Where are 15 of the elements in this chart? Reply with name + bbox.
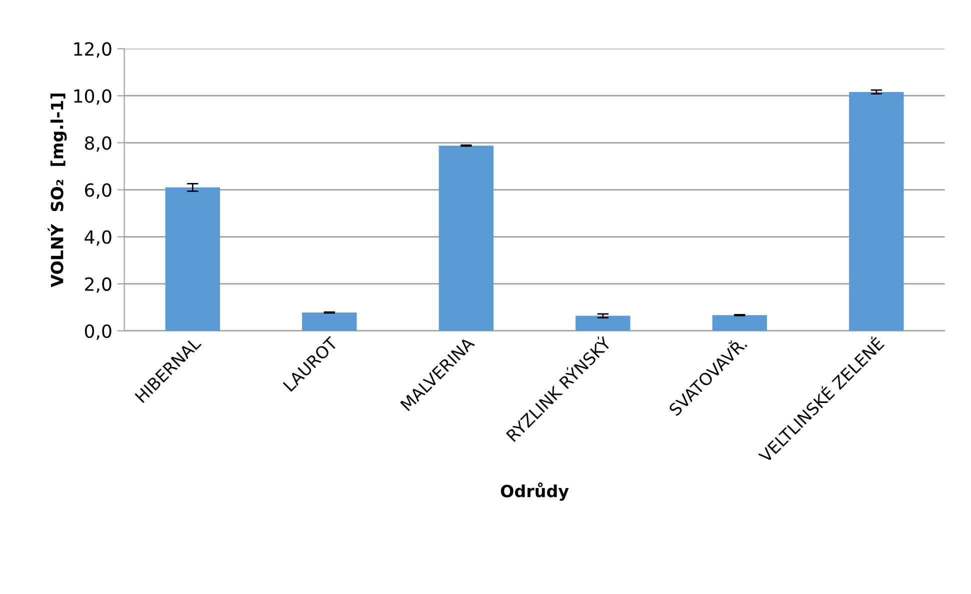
y-tick-label: 0,0 xyxy=(84,324,112,340)
bar xyxy=(849,92,904,331)
y-tick-label: 8,0 xyxy=(84,136,112,152)
y-tick-label: 12,0 xyxy=(74,42,112,58)
y-tick-label: 6,0 xyxy=(85,183,112,199)
bar xyxy=(712,315,768,331)
y-tick-label: 4,0 xyxy=(84,230,112,246)
y-tick-label: 10,0 xyxy=(74,89,112,105)
bar xyxy=(438,146,494,331)
x-axis-title: Odrůdy xyxy=(500,482,569,501)
bar xyxy=(302,312,357,331)
bar xyxy=(576,316,630,331)
y-tick-label: 2,0 xyxy=(85,277,112,293)
bar xyxy=(165,187,220,331)
y-axis-title: VOLNÝ SO₂ [mg.l-1] xyxy=(48,94,67,288)
